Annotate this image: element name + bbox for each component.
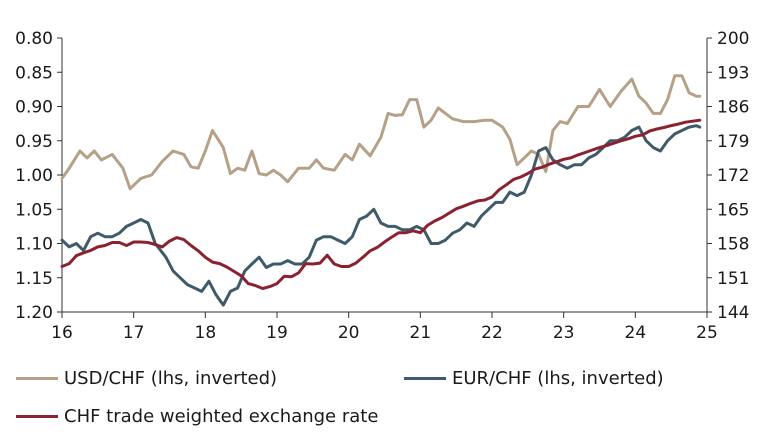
right-tick-label: 186 xyxy=(717,98,749,118)
x-tick-label: 23 xyxy=(553,323,575,343)
right-tick-label: 172 xyxy=(717,166,749,186)
legend-label-eurchf: EUR/CHF (lhs, inverted) xyxy=(452,368,664,389)
legend-swatch-chf-twi xyxy=(16,415,58,418)
right-tick-label: 151 xyxy=(717,269,749,289)
right-tick-label: 193 xyxy=(717,63,749,83)
left-tick-label: 1.10 xyxy=(15,235,53,255)
x-axis-tick-labels: 16 17 18 19 20 21 22 23 24 25 xyxy=(51,323,718,343)
x-tick-label: 25 xyxy=(696,323,718,343)
x-tick-label: 21 xyxy=(410,323,432,343)
chf-twi-line xyxy=(60,118,702,290)
left-tick-label: 0.85 xyxy=(15,63,53,83)
legend-item-eurchf: EUR/CHF (lhs, inverted) xyxy=(404,368,664,389)
right-tick-label: 165 xyxy=(717,200,749,220)
x-tick-label: 17 xyxy=(123,323,145,343)
left-tick-label: 0.90 xyxy=(15,98,53,118)
x-tick-label: 18 xyxy=(195,323,217,343)
x-tick-label: 19 xyxy=(266,323,288,343)
chart: 0.800.850.900.951.001.051.101.151.20 200… xyxy=(15,29,749,343)
legend-swatch-eurchf xyxy=(404,377,446,380)
right-tick-label: 179 xyxy=(717,132,749,152)
x-tick-label: 20 xyxy=(338,323,360,343)
axes xyxy=(57,37,712,318)
legend-item-usdchf: USD/CHF (lhs, inverted) xyxy=(16,368,277,389)
left-tick-label: 0.95 xyxy=(15,132,53,152)
usdchf-line xyxy=(60,74,702,191)
x-tick-label: 16 xyxy=(51,323,73,343)
right-tick-label: 158 xyxy=(717,235,749,255)
legend-label-chf-twi: CHF trade weighted exchange rate xyxy=(64,406,379,427)
left-tick-label: 1.15 xyxy=(15,269,53,289)
left-axis-tick-labels: 0.80 0.85 0.90 0.95 1.00 1.05 1.10 1.15 1.20 xyxy=(15,29,53,323)
left-tick-label: 1.05 xyxy=(15,200,53,220)
legend-item-chf-twi: CHF trade weighted exchange rate xyxy=(16,406,378,427)
x-tick-label: 22 xyxy=(481,323,503,343)
legend-swatch-usdchf xyxy=(16,377,58,380)
eurchf-line xyxy=(60,124,702,307)
x-tick-label: 24 xyxy=(625,323,647,343)
left-tick-label: 0.80 xyxy=(15,29,53,49)
left-tick-label: 1.00 xyxy=(15,166,53,186)
right-axis-tick-labels: 200 193 186 179 172 165 158 151 144 xyxy=(717,29,749,323)
left-tick-label: 1.20 xyxy=(15,303,53,323)
legend-label-usdchf: USD/CHF (lhs, inverted) xyxy=(64,368,278,389)
right-tick-label: 200 xyxy=(717,29,749,49)
legend: USD/CHF (lhs, inverted) EUR/CHF (lhs, in… xyxy=(0,358,776,441)
series-lines xyxy=(60,74,702,307)
right-tick-label: 144 xyxy=(717,303,749,323)
